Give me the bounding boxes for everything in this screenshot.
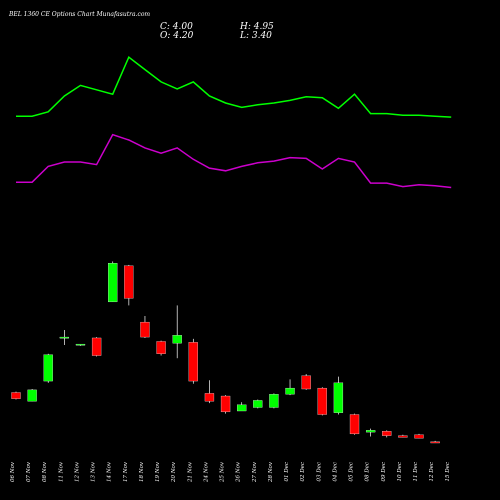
x-tick-label: 06 Nov [10,461,16,482]
candle-10 [156,340,166,356]
candle-20 [317,387,327,416]
candle-5 [75,343,86,346]
x-tick-label: 11 Dec [413,462,419,482]
x-tick-label: 11 Nov [58,461,64,482]
chart-title: BEL 1360 CE Options Chart Munafasutra.co… [8,11,150,18]
candles [11,261,440,444]
candle-7 [108,261,118,303]
candle-12 [188,338,198,384]
x-tick-label: 19 Nov [155,461,161,482]
candle-22 [349,413,360,435]
candle-17 [269,393,279,409]
x-tick-label: 14 Nov [107,461,113,482]
bearish-candle-body [398,435,408,438]
x-tick-label: 07 Nov [26,461,32,482]
x-tick-label: 27 Nov [252,461,258,483]
candle-18 [285,379,295,396]
bearish-candle-body [301,375,311,390]
candle-6 [91,337,102,357]
candle-4 [59,330,70,345]
candle-13 [204,380,215,404]
bearish-candle-body [156,341,166,354]
bullish-candle-body [43,354,53,382]
x-tick-label: 21 Nov [187,461,193,483]
bearish-candle-body [430,441,440,444]
x-tick-label: 08 Nov [42,461,48,482]
bearish-candle-body [317,387,327,415]
close-readout: C: 4.00 [160,22,193,32]
bearish-candle-body [349,414,360,435]
bearish-candle-body [204,393,215,402]
x-tick-label: 12 Nov [74,461,80,482]
bearish-candle-body [382,431,392,436]
x-tick-label: 25 Nov [220,461,226,483]
bearish-candle-body [124,265,134,299]
x-tick-label: 18 Nov [139,461,145,482]
candle-19 [301,374,311,390]
bullish-candle-body [172,335,182,344]
bullish-candle-body [365,430,376,433]
bearish-candle-body [220,395,231,413]
x-tick-label: 01 Dec [284,462,290,482]
bearish-candle-body [414,434,424,439]
x-tick-label: 03 Dec [316,462,322,482]
bullish-candle-body [59,336,70,339]
indicator-line-1 [16,56,452,118]
candle-16 [253,399,263,409]
candle-1 [11,391,21,400]
candle-26 [414,433,424,439]
indicator-line-2 [16,133,452,189]
candle-21 [333,376,344,415]
low-readout: L: 3.40 [239,31,272,41]
x-axis-labels: 06 Nov 07 Nov 08 Nov 11 Nov 12 Nov 13 Nov 14 N… [10,461,451,483]
candle-14 [220,395,231,414]
x-tick-label: 12 Dec [429,462,435,482]
candle-27 [430,440,440,444]
candle-24 [382,430,392,438]
x-tick-label: 13 Nov [91,461,97,482]
open-readout: O: 4.20 [160,31,194,41]
x-tick-label: 17 Nov [123,461,129,482]
indicator-lines [16,56,452,189]
x-tick-label: 20 Nov [171,461,177,483]
candle-8 [124,264,134,306]
candle-2 [27,389,37,402]
candle-15 [237,402,247,412]
x-tick-label: 15 Dec [445,462,451,482]
bullish-candle-body [108,263,118,303]
candle-3 [43,353,53,383]
bearish-candle-body [11,392,21,399]
bearish-candle-body [140,321,150,338]
bearish-candle-body [91,337,102,356]
candle-23 [365,428,376,437]
bearish-candle-body [188,342,198,382]
x-tick-label: 10 Dec [397,462,403,482]
candle-9 [140,315,150,338]
x-tick-label: 02 Dec [300,462,306,482]
bullish-candle-body [75,343,86,346]
high-readout: H: 4.95 [239,22,274,32]
x-tick-label: 24 Nov [203,461,209,483]
bullish-candle-body [285,387,295,395]
bullish-candle-body [237,404,247,412]
x-tick-label: 05 Dec [349,462,355,482]
bullish-candle-body [333,382,344,413]
candle-11 [172,305,182,359]
bullish-candle-body [27,389,37,402]
x-tick-label: 26 Nov [236,461,242,483]
x-tick-label: 09 Dec [381,462,387,482]
bullish-candle-body [253,400,263,408]
x-tick-label: 08 Dec [365,462,371,482]
bullish-candle-body [269,394,279,408]
x-tick-label: 04 Dec [332,462,338,482]
x-tick-label: 28 Nov [268,461,274,483]
candle-25 [398,434,408,438]
